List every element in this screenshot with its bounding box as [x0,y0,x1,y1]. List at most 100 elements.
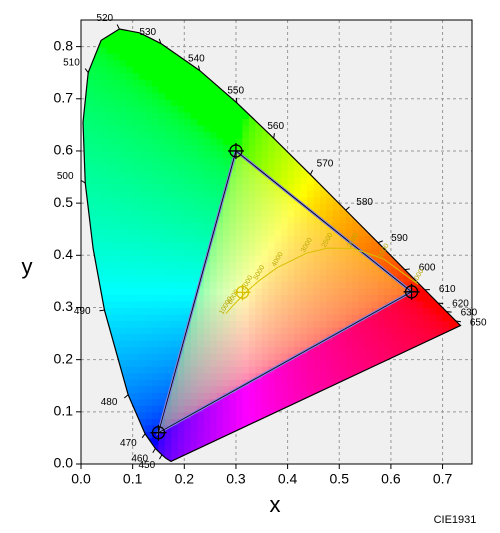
gamut-cell [216,392,224,400]
gamut-cell [242,203,250,211]
gamut-cell [184,287,192,296]
gamut-cell [158,72,166,80]
gamut-cell [190,359,198,367]
gamut-cell [113,85,121,93]
gamut-cell [126,183,134,191]
gamut-cell [197,307,205,315]
gamut-cell [171,157,179,165]
gamut-cell [352,314,360,322]
gamut-cell [248,294,256,302]
gamut-cell [306,229,315,237]
gamut-cell [210,157,218,165]
gamut-cell [300,209,308,217]
gamut-cell [203,274,211,282]
gamut-cell [319,261,327,269]
gamut-cell [152,59,160,67]
gamut-cell [377,327,386,335]
gamut-cell [294,216,302,224]
gamut-cell [158,216,166,224]
gamut-cell [126,124,134,132]
gamut-cell [171,424,179,432]
gamut-cell [313,235,321,243]
gamut-cell [190,366,198,374]
gamut-cell [242,300,250,309]
gamut-cell [119,124,127,132]
gamut-cell [93,170,101,178]
gamut-cell [242,222,250,230]
gamut-cell [152,92,160,100]
gamut-cell [87,203,95,211]
gamut-cell [83,118,89,126]
gamut-cell [248,300,256,309]
gamut-cell [139,144,147,152]
gamut-cell [152,53,160,61]
gamut-cell [126,92,134,100]
gamut-cell [294,209,302,217]
gamut-cell [100,235,108,243]
gamut-cell [177,248,185,256]
gamut-cell [139,320,147,328]
wavelength-tick [123,394,129,399]
gamut-cell [345,248,353,256]
gamut-cell [345,268,353,276]
gamut-cell [164,398,172,406]
gamut-cell [274,242,282,250]
gamut-cell [248,248,256,256]
gamut-cell [203,242,211,250]
gamut-cell [294,333,302,341]
gamut-cell [255,314,263,322]
gamut-cell [177,59,185,67]
gamut-cell [365,261,373,269]
gamut-cell [158,46,166,54]
gamut-cell [93,242,101,250]
gamut-cell [365,353,373,361]
gamut-cell [210,144,218,152]
gamut-cell [274,327,282,335]
gamut-cell [319,327,327,335]
gamut-cell [210,405,218,413]
gamut-cell [106,320,114,328]
gamut-cell [242,170,250,178]
gamut-cell [235,242,244,250]
gamut-cell [158,105,166,113]
gamut-cell [216,118,224,126]
gamut-cell [113,59,121,67]
gamut-cell [313,294,321,302]
gamut-cell [384,320,392,328]
gamut-cell [287,222,295,230]
gamut-cell [106,190,114,198]
gamut-cell [184,209,192,217]
gamut-cell [339,268,347,276]
gamut-cell [261,300,269,309]
gamut-cell [287,346,295,354]
gamut-cell [145,327,153,335]
gamut-cell [152,353,160,361]
gamut-cell [248,255,256,263]
gamut-cell [171,92,179,100]
gamut-cell [145,190,153,198]
gamut-cell [210,268,218,276]
gamut-cell [339,346,347,354]
gamut-cell [235,183,244,191]
gamut-cell [158,320,166,328]
gamut-cell [184,346,192,354]
gamut-cell [145,170,153,178]
gamut-cell [345,366,353,374]
gamut-cell [390,300,398,309]
gamut-cell [390,320,398,328]
gamut-cell [261,229,269,237]
gamut-cell [184,216,192,224]
gamut-cell [139,118,147,126]
gamut-cell [164,222,172,230]
gamut-cell [113,66,121,74]
gamut-cell [158,150,166,159]
gamut-cell [164,405,172,413]
gamut-cell [294,229,302,237]
gamut-cell [261,209,269,217]
gamut-cell [358,340,366,348]
gamut-cell [371,281,379,289]
gamut-cell [235,131,244,139]
wavelength-tick [273,133,275,139]
gamut-cell [436,327,444,335]
gamut-cell [235,333,244,341]
